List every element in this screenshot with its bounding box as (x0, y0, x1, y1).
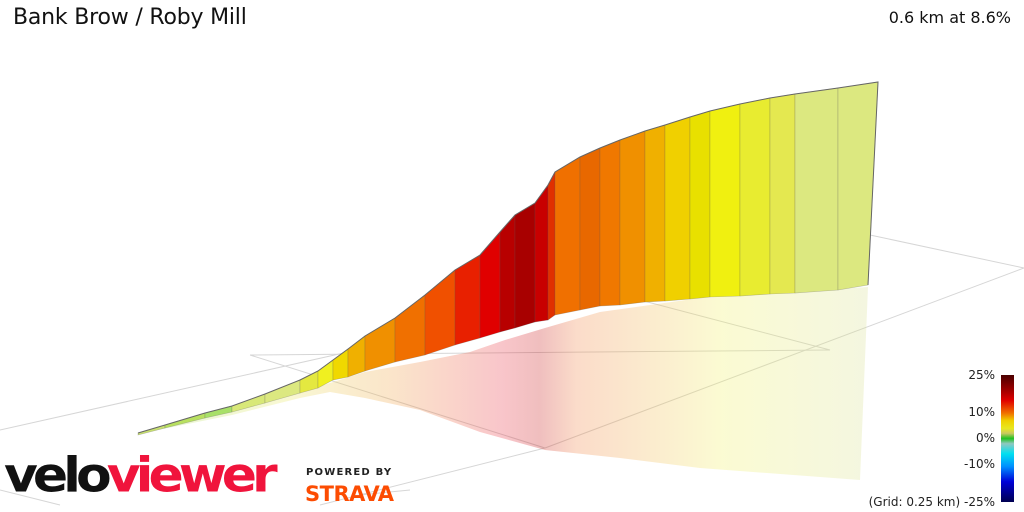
legend-label-minus-25: (Grid: 0.25 km) -25% (868, 495, 995, 509)
legend-label-25: 25% (968, 368, 995, 382)
powered-by-text: POWERED BY (306, 467, 393, 478)
profile-reflection (138, 287, 868, 480)
profile-outline (137, 81, 879, 434)
legend-label-minus-10: -10% (963, 457, 995, 471)
legend-label-0: 0% (975, 431, 995, 445)
segment-summary: 0.6 km at 8.6% (888, 8, 1011, 27)
logo-velo-text: velo (4, 448, 112, 504)
gradient-legend-bar (1001, 375, 1014, 502)
strava-logo: STRAVA (305, 482, 394, 506)
logo-viewer-text: viewer (106, 448, 278, 504)
veloviewer-logo: veloviewer (4, 452, 278, 500)
segment-title: Bank Brow / Roby Mill (13, 5, 247, 30)
profile-wall (137, 81, 879, 436)
legend-label-10: 10% (968, 405, 995, 419)
